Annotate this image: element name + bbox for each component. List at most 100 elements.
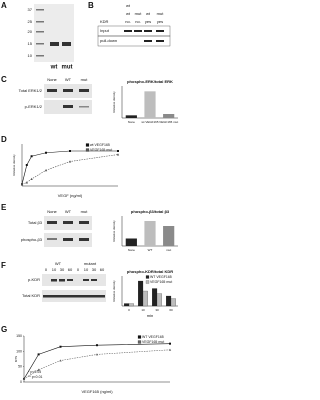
lane-label: mut <box>62 65 73 71</box>
lane-label: None <box>47 209 57 214</box>
point <box>25 181 28 184</box>
point <box>22 377 26 380</box>
panel-label: E <box>1 203 7 212</box>
legend-swatch <box>137 340 142 344</box>
panel-label: C <box>1 75 7 84</box>
bar <box>125 238 137 246</box>
marker: 10 <box>28 53 33 58</box>
row-label: Total KDR <box>22 293 40 298</box>
row-label: Input <box>100 28 110 33</box>
time-labels: 0 10 30 60 0 10 30 60 <box>45 267 105 272</box>
row-label: pull-down <box>100 38 117 43</box>
point <box>37 368 40 371</box>
point <box>59 359 62 362</box>
bar <box>152 288 158 307</box>
row-box <box>97 35 171 47</box>
y-tick-label: 0 <box>20 380 22 384</box>
bands <box>47 89 89 108</box>
x-axis-label: VEGF (ng/ml) <box>58 193 83 198</box>
chart-title: phospho-ERK/total ERK <box>127 79 173 84</box>
bands <box>43 279 105 298</box>
cell: yes <box>145 19 151 24</box>
row-label: p-KDR <box>28 277 40 282</box>
point <box>117 150 119 152</box>
bar <box>123 303 130 307</box>
time: 30 <box>60 267 65 272</box>
point <box>116 153 120 156</box>
point <box>44 169 48 172</box>
line <box>21 154 119 185</box>
blot <box>34 4 74 62</box>
panel-label: F <box>1 261 6 270</box>
axes <box>121 216 178 247</box>
row-label: Total β3 <box>28 220 43 225</box>
x-tick-label: None <box>128 248 136 252</box>
lane-label: wt <box>50 65 58 71</box>
band <box>50 42 59 46</box>
bar <box>156 293 163 307</box>
marker: 25 <box>28 19 33 24</box>
x-tick-label: mut <box>166 248 171 252</box>
x-tick-label: 30 <box>155 308 159 312</box>
marker-bands <box>36 9 44 57</box>
point <box>25 164 28 166</box>
point <box>59 345 62 348</box>
marker: 37 <box>28 7 33 12</box>
lane-label: mut <box>81 77 89 82</box>
point <box>20 183 24 186</box>
time: 10 <box>84 267 89 272</box>
time: 60 <box>100 267 105 272</box>
point <box>45 151 47 154</box>
line <box>21 150 118 185</box>
x-tick-label: 0 <box>128 308 130 312</box>
line <box>23 343 171 380</box>
y-axis-label: Relative density <box>112 91 116 113</box>
point <box>69 150 71 152</box>
time: 10 <box>52 267 57 272</box>
group-label: WT <box>55 261 62 266</box>
x-tick-label: 10 <box>141 308 145 312</box>
point <box>37 353 40 356</box>
lane-label: None <box>47 77 57 82</box>
x-axis-label: min <box>147 313 153 318</box>
bands <box>47 221 89 241</box>
point <box>30 177 33 180</box>
x-tick-label: 60 <box>169 308 173 312</box>
x-axis-label: VEGF165 (ng/ml) <box>81 389 113 394</box>
cell: no. <box>125 19 131 24</box>
bar <box>163 226 175 246</box>
chart-title: phospho-β3/total β3 <box>131 209 170 214</box>
row-label: Total ERK1/2 <box>19 88 43 93</box>
x-tick-label: VEGF165 mut <box>159 120 178 124</box>
y-tick-label: 50 <box>18 365 22 369</box>
row-label: phospho-β3 <box>21 237 43 242</box>
lane-label: WT <box>65 209 72 214</box>
panel-label: B <box>88 1 94 10</box>
y-axis-label: MTS <box>14 356 18 362</box>
y-axis-label: Relative density <box>112 280 116 302</box>
bar <box>144 91 156 118</box>
band <box>62 42 71 46</box>
legend-label: VEGF165 mut <box>90 148 112 152</box>
time: 0 <box>45 267 48 272</box>
y-tick-label: 100 <box>16 349 22 353</box>
legend-label: WT VEGF165 <box>142 335 164 339</box>
column-label: mut <box>157 11 165 16</box>
panel-label: D <box>1 135 7 144</box>
legend-swatch <box>145 275 150 279</box>
x-tick-label: wt VEGF165 <box>141 120 158 124</box>
legend-label: VEGF165 mut <box>150 280 172 284</box>
x-tick-label: None <box>128 120 136 124</box>
panel-label: A <box>1 1 7 10</box>
legend-swatch <box>85 143 90 147</box>
column-label: mut <box>135 11 143 16</box>
annotation: ** p<0.01 <box>28 375 43 379</box>
bar <box>142 290 149 307</box>
point <box>30 155 33 158</box>
row-label: KDR <box>100 19 109 24</box>
panel-label: G <box>1 325 7 334</box>
point <box>169 342 171 345</box>
legend-swatch <box>145 280 150 284</box>
time: 0 <box>77 267 80 272</box>
column-label: wt <box>126 3 131 8</box>
